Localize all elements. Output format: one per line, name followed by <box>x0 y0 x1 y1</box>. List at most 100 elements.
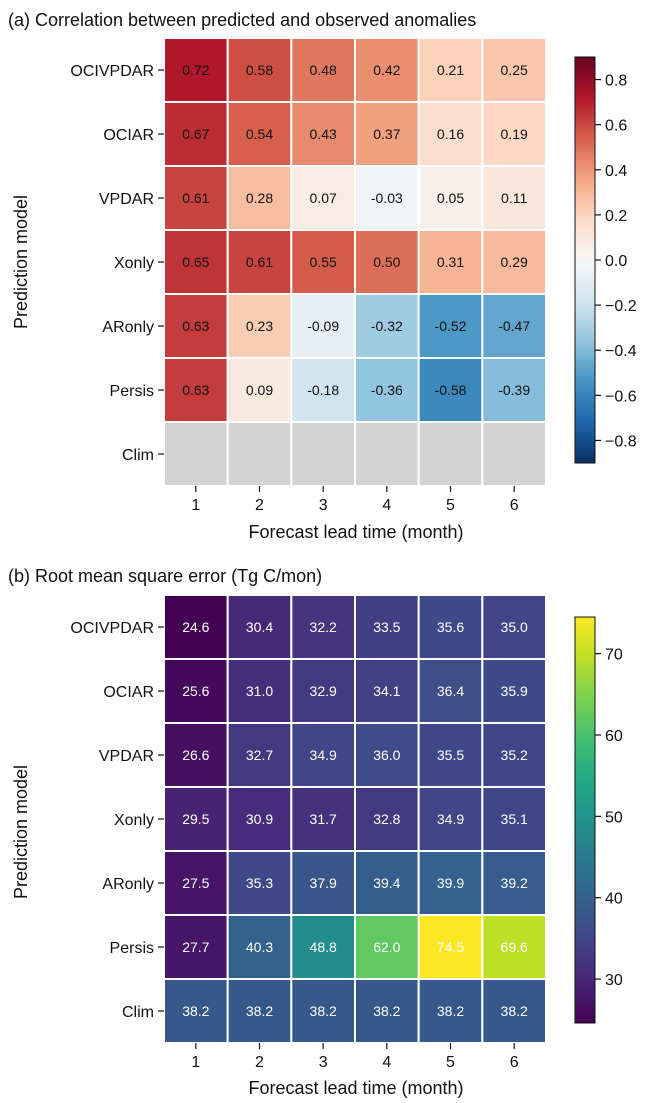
panel-a-cell <box>481 37 548 103</box>
panel-b-cell-value: 31.7 <box>310 811 337 827</box>
panel-b-cell <box>290 850 357 916</box>
panel-b-cell <box>354 786 420 852</box>
panel-b-colorbar-gradient <box>574 616 596 1024</box>
panel-a-cell-value: 0.23 <box>246 318 273 334</box>
panel-a-y-tick-label: Persis <box>110 383 154 400</box>
panel-b-x-tick-label: 2 <box>255 1054 264 1071</box>
panel-b-title: (b) Root mean square error (Tg C/mon) <box>8 566 322 586</box>
panel-b-cell <box>481 594 548 660</box>
panel-b-x-tick-label: 5 <box>446 1054 455 1071</box>
panel-b-cell-value: 40.3 <box>246 939 273 955</box>
panel-b-cell-value: 32.2 <box>310 619 337 635</box>
panel-a-cell <box>226 421 293 487</box>
panel-b-cell-value: 35.0 <box>501 619 528 635</box>
panel-b-cell-value: 30.9 <box>246 811 273 827</box>
panel-b-cell <box>163 786 229 852</box>
panel-a-cell <box>354 229 420 295</box>
panel-a-cell <box>226 37 293 103</box>
panel-a-cell-value: 0.61 <box>182 190 209 206</box>
panel-a-cell-value: 0.48 <box>310 62 337 78</box>
panel-b-cell-value: 35.3 <box>246 875 273 891</box>
panel-b-x-tick-label: 3 <box>319 1054 328 1071</box>
panel-a-heatmap: 0.72 0.58 0.48 0.42 0.21 0.25 0.67 0.54 0.43 0.37… <box>70 37 548 514</box>
panel-b-colorbar-tick-label: 40 <box>605 891 623 908</box>
panel-b-colorbar-tick-label: 60 <box>605 728 623 745</box>
panel-a-cell-value: 0.29 <box>501 254 528 270</box>
panel-b-cell-value: 38.2 <box>437 1003 464 1019</box>
panel-b-cell-value: 35.6 <box>437 619 464 635</box>
panel-b-cell-value: 34.9 <box>310 747 337 763</box>
panel-a-cell <box>163 229 229 295</box>
panel-b-colorbar-tick-label: 50 <box>605 809 623 826</box>
panel-a-cell-value: 0.05 <box>437 190 464 206</box>
panel-a-cell <box>481 293 548 359</box>
panel-a-cell-value: 0.31 <box>437 254 464 270</box>
panel-a-cell <box>417 229 484 295</box>
panel-b-cell <box>354 914 420 980</box>
panel-b-cell-value: 37.9 <box>310 875 337 891</box>
panel-a-cell-value: -0.18 <box>307 382 339 398</box>
panel-b-cell-value: 69.6 <box>501 939 528 955</box>
panel-a-cell-value: 0.43 <box>310 126 337 142</box>
panel-b-cell <box>481 914 548 980</box>
panel-b-cell-value: 39.2 <box>501 875 528 891</box>
panel-a-cell-value: 0.67 <box>182 126 209 142</box>
panel-a-cell-value: 0.16 <box>437 126 464 142</box>
panel-a-y-tick-label: OCIVPDAR <box>70 63 154 80</box>
panel-a-cell-value: 0.55 <box>310 254 337 270</box>
panel-b-cell <box>417 850 484 916</box>
panel-b-cell <box>481 786 548 852</box>
panel-a-cell-value: 0.19 <box>501 126 528 142</box>
panel-a-colorbar-tick-label: 0.8 <box>605 73 627 90</box>
panel-a-cell-value: 0.09 <box>246 382 273 398</box>
panel-a-cell-value: -0.03 <box>371 190 403 206</box>
panel-b-x-tick-label: 1 <box>191 1054 200 1071</box>
panel-b-cell <box>290 786 357 852</box>
panel-a-cell-value: 0.07 <box>310 190 337 206</box>
panel-b-cell <box>290 914 357 980</box>
panel-b-cell <box>417 722 484 788</box>
panel-b-cell-value: 38.2 <box>246 1003 273 1019</box>
panel-b-cell-value: 38.2 <box>373 1003 400 1019</box>
panel-b: (b) Root mean square error (Tg C/mon) Pr… <box>8 566 623 1098</box>
panel-b-cell-value: 33.5 <box>373 619 400 635</box>
panel-a-cell <box>481 165 548 231</box>
panel-a-cell-value: -0.36 <box>371 382 403 398</box>
panel-a-x-axis-label: Forecast lead time (month) <box>248 522 463 542</box>
panel-a-cell-value: 0.61 <box>246 254 273 270</box>
panel-b-cell-value: 29.5 <box>182 811 209 827</box>
panel-a-colorbar-tick-label: −0.2 <box>605 298 637 315</box>
panel-a-x-tick-label: 2 <box>255 497 264 514</box>
panel-b-cell <box>163 658 229 724</box>
panel-b-cell-value: 26.6 <box>182 747 209 763</box>
panel-b-cell-value: 36.0 <box>373 747 400 763</box>
panel-a-cell-value: 0.50 <box>373 254 400 270</box>
panel-a-cell-value: 0.65 <box>182 254 209 270</box>
panel-b-y-tick-label: Clim <box>122 1004 154 1021</box>
panel-b-cell <box>481 658 548 724</box>
panel-b-cell-value: 35.5 <box>437 747 464 763</box>
panel-a-x-tick-label: 6 <box>510 497 519 514</box>
panel-b-y-tick-label: VPDAR <box>99 748 154 765</box>
panel-b-cell-value: 34.9 <box>437 811 464 827</box>
panel-b-x-tick-label: 6 <box>510 1054 519 1071</box>
panel-b-cell-value: 48.8 <box>310 939 337 955</box>
panel-a-cell-value: 0.54 <box>246 126 273 142</box>
panel-b-cell-value: 25.6 <box>182 683 209 699</box>
panel-b-cell <box>226 658 293 724</box>
panel-a-cell-value: 0.28 <box>246 190 273 206</box>
panel-a-cell-value: 0.58 <box>246 62 273 78</box>
panel-b-cell-value: 38.2 <box>182 1003 209 1019</box>
panel-b-x-axis-label: Forecast lead time (month) <box>248 1078 463 1098</box>
panel-a-x-tick-label: 5 <box>446 497 455 514</box>
panel-b-cell <box>481 978 548 1044</box>
panel-b-cell-value: 27.7 <box>182 939 209 955</box>
panel-a-y-tick-label: Xonly <box>114 255 154 272</box>
panel-b-cell-value: 32.9 <box>310 683 337 699</box>
panel-b-cell <box>481 850 548 916</box>
panel-a-colorbar-tick-label: 0.4 <box>605 163 627 180</box>
panel-a: (a) Correlation between predicted and ob… <box>8 10 637 542</box>
panel-a-cell <box>417 165 484 231</box>
panel-b-cell-value: 24.6 <box>182 619 209 635</box>
